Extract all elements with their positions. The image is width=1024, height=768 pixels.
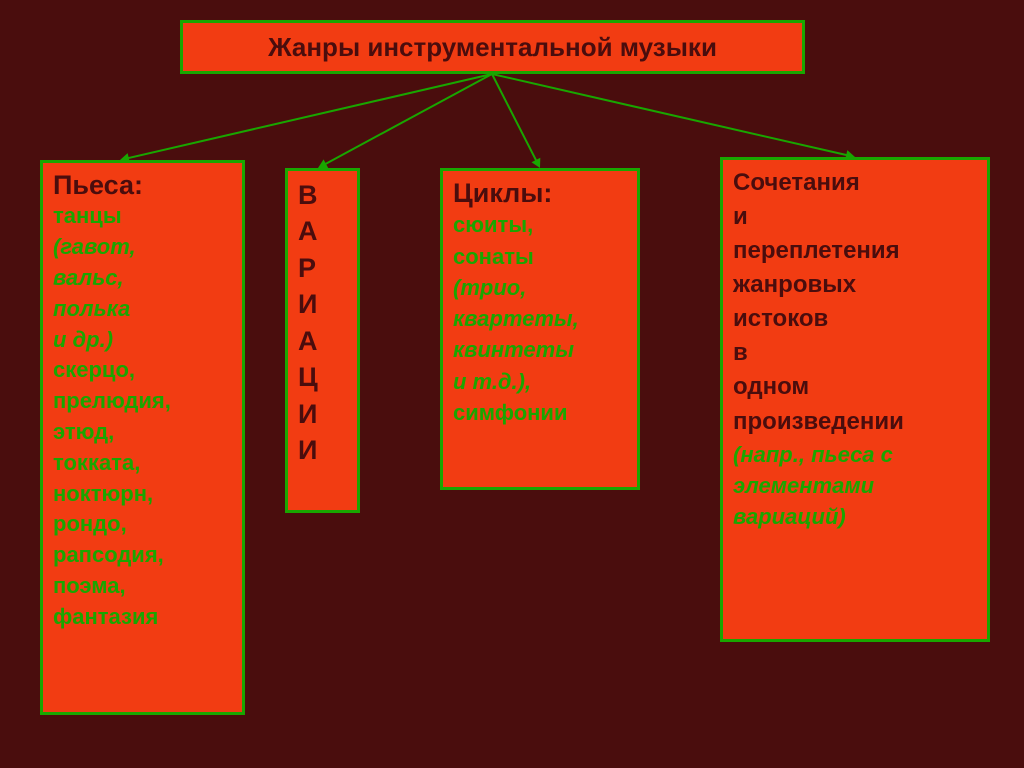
text-segment: танцы — [53, 201, 232, 232]
diagram-canvas: Жанры инструментальной музыки Пьеса:танц… — [0, 0, 1024, 768]
text-segment: (напр., пьеса с элементами вариаций) — [733, 439, 977, 533]
title-text: Жанры инструментальной музыки — [268, 32, 717, 63]
box-piece: Пьеса:танцы(гавот, вальс, полька и др.)с… — [40, 160, 245, 715]
text-segment: В А Р И А Ц И И — [298, 177, 347, 469]
text-segment: (трио, квартеты, квинтеты и т.д.), — [453, 272, 627, 397]
text-segment: (гавот, вальс, полька и др.) — [53, 232, 232, 355]
title-box: Жанры инструментальной музыки — [180, 20, 805, 74]
box-cycles: Циклы:сюиты, сонаты(трио, квартеты, квин… — [440, 168, 640, 490]
text-segment: скерцо, прелюдия, этюд, токката, ноктюрн… — [53, 355, 232, 632]
text-segment: сюиты, сонаты — [453, 209, 627, 271]
text-segment: Циклы: — [453, 177, 627, 209]
box-variations: В А Р И А Ц И И — [285, 168, 360, 513]
text-segment: Пьеса: — [53, 169, 232, 201]
text-segment: Сочетания и переплетения жанровых истоко… — [733, 166, 977, 439]
text-segment: симфонии — [453, 397, 627, 428]
box-combinations: Сочетания и переплетения жанровых истоко… — [720, 157, 990, 642]
